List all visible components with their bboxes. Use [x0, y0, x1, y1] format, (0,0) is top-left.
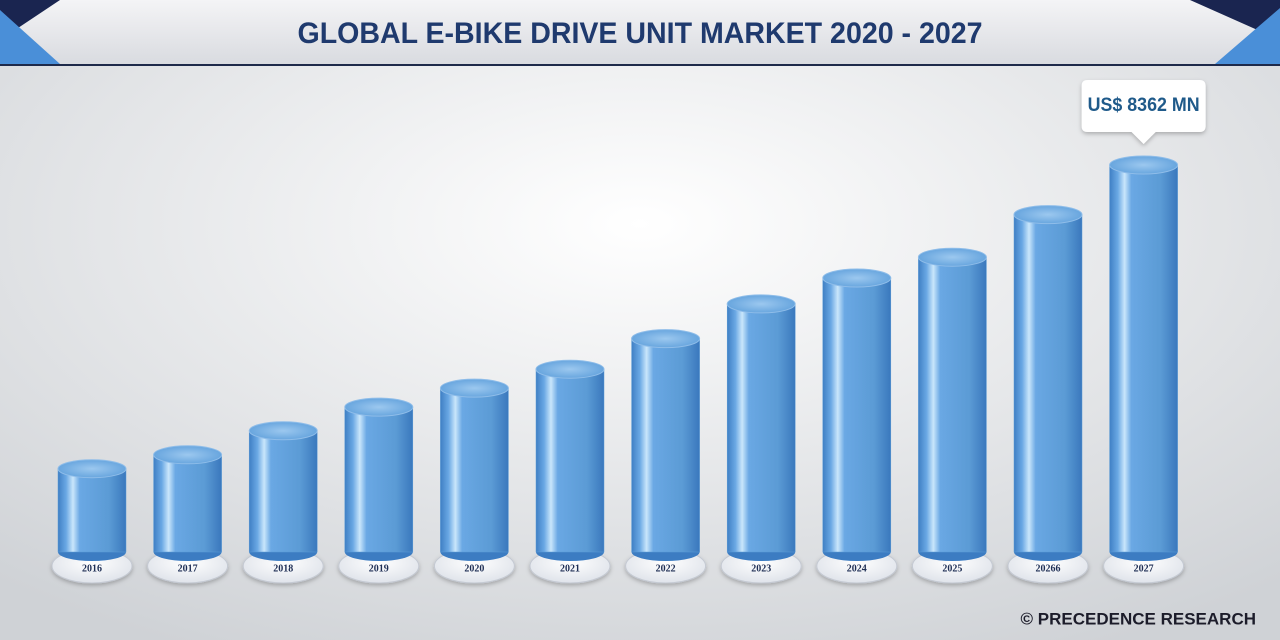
bar — [822, 277, 892, 553]
x-tick-label: 2027 — [1134, 563, 1154, 574]
x-tick-label: 2019 — [369, 563, 389, 574]
chart-title: GLOBAL E-BIKE DRIVE UNIT MARKET 2020 - 2… — [298, 17, 983, 50]
x-tick-label: 20266 — [1036, 563, 1061, 574]
cylinder-top — [1109, 155, 1179, 175]
bar — [57, 468, 127, 553]
source: © PRECEDENCE RESEARCH — [1021, 609, 1256, 628]
x-tick-label: 2018 — [273, 563, 293, 574]
bar — [440, 387, 509, 553]
cylinder-top — [439, 378, 509, 398]
bar — [1109, 164, 1178, 553]
bar — [535, 368, 605, 553]
cylinder-top — [57, 459, 127, 479]
x-tick-label: 2024 — [847, 563, 867, 574]
header-band — [0, 0, 1280, 64]
x-tick-label: 2017 — [178, 563, 198, 574]
x-tick-label: 2020 — [464, 563, 484, 574]
cylinder-top — [344, 397, 414, 417]
corner-left — [0, 10, 60, 64]
callout — [1081, 80, 1206, 144]
cylinder-top — [248, 421, 318, 441]
cylinder-top — [917, 247, 987, 267]
x-tick-label: 2025 — [942, 563, 962, 574]
cylinder-top — [726, 294, 796, 314]
bar — [631, 338, 700, 553]
bar — [153, 454, 222, 553]
corner-right — [1215, 8, 1280, 64]
bar — [344, 406, 414, 553]
bar — [1013, 214, 1083, 553]
x-tick-label: 2016 — [82, 563, 102, 574]
bar — [726, 303, 796, 553]
cylinder-top — [535, 359, 605, 379]
bar — [248, 430, 318, 553]
cylinder-top — [822, 268, 892, 288]
x-tick-label: 2023 — [751, 563, 771, 574]
cylinder-top — [631, 329, 701, 349]
cylinder-top — [153, 445, 223, 465]
x-tick-label: 2021 — [560, 563, 580, 574]
x-tick-label: 2022 — [656, 563, 676, 574]
value-label: US$ 8362 MN — [1088, 95, 1200, 116]
cylinder-top — [1013, 205, 1083, 225]
bar — [918, 256, 987, 553]
